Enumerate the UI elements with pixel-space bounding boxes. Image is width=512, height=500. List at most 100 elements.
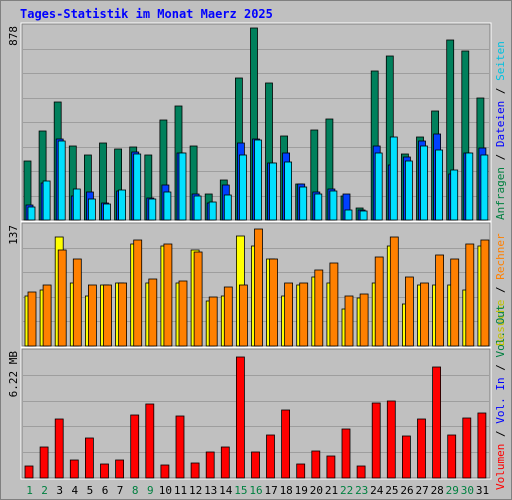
requests-bar-seiten-day-11 [178, 152, 187, 221]
legend-top-part: / [494, 81, 507, 101]
legend-top-part: Dateien [494, 101, 507, 147]
volume-bar-volumen-day-20 [311, 450, 321, 479]
legend-top: Anfragen / Dateien / Seiten [494, 41, 507, 220]
volume-bar-volumen-day-10 [160, 464, 170, 479]
x-tick-day-7: 7 [117, 484, 124, 497]
requests-bar-seiten-day-3 [57, 140, 66, 221]
y-axis-labels: 878 137 6.22 MB [7, 26, 20, 397]
requests-bar-seiten-day-2 [42, 180, 51, 221]
requests-bar-seiten-day-28 [435, 149, 444, 221]
visits-bar-rechner-day-5 [88, 284, 97, 347]
x-tick-day-8: 8 [132, 484, 139, 497]
visits-bar-rechner-day-29 [450, 258, 460, 347]
volume-bar-volumen-day-16 [251, 451, 260, 479]
requests-bar-seiten-day-24 [374, 152, 383, 221]
x-tick-day-30: 30 [461, 484, 474, 497]
volume-bar-volumen-day-14 [220, 446, 230, 479]
x-tick-day-18: 18 [280, 484, 293, 497]
requests-bar-seiten-day-8 [133, 153, 142, 221]
legend-middle-part: Rechner [494, 233, 507, 280]
volume-bar-volumen-day-5 [85, 437, 94, 479]
legend-top-part: / [494, 147, 507, 167]
requests-bar-seiten-day-29 [450, 169, 459, 221]
requests-bar-seiten-day-12 [193, 195, 202, 221]
volume-bar-volumen-day-25 [386, 400, 396, 479]
requests-bar-seiten-day-7 [118, 189, 126, 221]
x-tick-day-13: 13 [204, 484, 217, 497]
visits-bar-rechner-day-1 [27, 291, 37, 347]
visits-bar-rechner-day-23 [359, 293, 369, 347]
requests-bar-seiten-day-27 [420, 145, 428, 221]
x-tick-day-6: 6 [102, 484, 109, 497]
requests-bar-seiten-day-15 [238, 154, 247, 221]
volume-bar-volumen-day-9 [145, 403, 155, 479]
requests-bar-seiten-day-5 [88, 198, 96, 221]
requests-bar-seiten-day-4 [72, 188, 81, 221]
x-tick-day-15: 15 [234, 484, 247, 497]
legend-bottom-part: / [494, 358, 507, 378]
volume-bar-volumen-day-12 [190, 462, 200, 479]
requests-bar-seiten-day-13 [208, 201, 217, 221]
x-tick-day-28: 28 [431, 484, 444, 497]
x-tick-day-31: 31 [476, 484, 489, 497]
volume-bar-volumen-day-13 [205, 451, 215, 479]
volume-bar-volumen-day-22 [341, 428, 351, 479]
volume-bar-volumen-day-21 [326, 455, 336, 479]
x-tick-day-27: 27 [415, 484, 428, 497]
x-tick-day-17: 17 [264, 484, 277, 497]
volume-bar-volumen-day-3 [54, 418, 64, 479]
x-tick-day-19: 19 [295, 484, 308, 497]
visits-bar-rechner-day-11 [178, 280, 188, 347]
x-tick-day-29: 29 [446, 484, 459, 497]
volume-bar-volumen-day-2 [39, 446, 49, 479]
requests-bar-seiten-day-31 [480, 154, 489, 221]
volume-ymax-label: 6.22 MB [7, 351, 20, 398]
x-tick-day-22: 22 [340, 484, 353, 497]
requests-bar-seiten-day-6 [103, 203, 111, 221]
x-tick-day-20: 20 [310, 484, 323, 497]
visits-bar-rechner-day-9 [148, 278, 158, 347]
volume-bar-volumen-day-31 [477, 412, 487, 479]
legend-middle: Besuche / Rechner [494, 233, 507, 346]
volume-bar-volumen-day-18 [281, 409, 291, 479]
legend-bottom-part: Vol. Out [494, 305, 507, 358]
x-tick-day-23: 23 [355, 484, 368, 497]
x-tick-day-11: 11 [174, 484, 187, 497]
requests-bar-seiten-day-10 [163, 191, 172, 221]
legend-bottom: Volumen / Vol. In / Vol. Out [494, 305, 507, 490]
requests-bar-seiten-day-21 [329, 190, 338, 221]
visits-ymax-label: 137 [7, 225, 20, 245]
visits-bar-rechner-day-17 [269, 258, 278, 347]
x-tick-day-2: 2 [41, 484, 48, 497]
visits-bar-rechner-day-16 [254, 228, 263, 347]
visits-bar-rechner-day-4 [72, 258, 82, 347]
volume-bar-volumen-day-7 [115, 459, 124, 479]
legend-middle-part: / [494, 280, 507, 300]
requests-bar-seiten-day-18 [284, 161, 293, 221]
requests-bar-seiten-day-25 [389, 136, 398, 221]
visits-bar-rechner-day-31 [480, 239, 490, 347]
visits-bar-rechner-day-24 [374, 256, 384, 347]
x-tick-day-5: 5 [87, 484, 94, 497]
legend-bottom-part: Volumen [494, 444, 507, 490]
requests-ymax-label: 878 [7, 26, 20, 46]
requests-bar-seiten-day-14 [223, 194, 232, 221]
x-tick-day-1: 1 [26, 484, 33, 497]
volume-bar-volumen-day-4 [69, 459, 79, 479]
visits-bar-rechner-day-27 [420, 282, 429, 347]
visits-bar-rechner-day-18 [284, 282, 294, 347]
requests-bar-seiten-day-19 [299, 186, 308, 221]
visits-bar-rechner-day-28 [435, 254, 445, 347]
visits-bar-rechner-day-15 [238, 284, 248, 347]
visits-bar-rechner-day-13 [208, 296, 218, 347]
visits-bar-rechner-day-19 [299, 282, 309, 347]
visits-bar-rechner-day-30 [465, 243, 475, 347]
volume-bar-volumen-day-19 [296, 463, 306, 479]
requests-bar-seiten-day-16 [254, 139, 262, 221]
volume-bar-volumen-day-29 [447, 434, 457, 479]
visits-bar-rechner-day-10 [163, 243, 173, 347]
requests-bar-seiten-day-20 [314, 193, 323, 221]
legend-middle-part: Besuche [494, 300, 507, 346]
x-tick-day-4: 4 [71, 484, 78, 497]
volume-bar-volumen-day-27 [417, 418, 426, 479]
